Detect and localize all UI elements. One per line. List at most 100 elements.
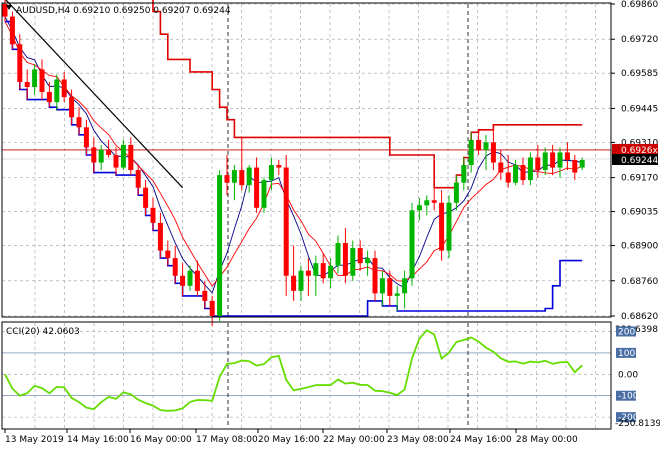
cci-level-tag (616, 390, 636, 401)
candle-body (535, 157, 541, 171)
cci-header-text: CCI(20) 42.0603 (6, 327, 80, 337)
time-tick-label: 23 May 08:00 (387, 435, 449, 445)
candle-body (17, 44, 23, 82)
candle-body (165, 250, 171, 259)
candle (379, 270, 385, 306)
candle (194, 260, 200, 296)
candle (276, 160, 282, 176)
candle-body (439, 202, 445, 251)
candle (416, 197, 422, 221)
candle (157, 212, 163, 259)
candle (387, 270, 393, 306)
candle-body (83, 127, 89, 148)
collapse-triangle-icon[interactable] (6, 5, 12, 10)
candle-body (106, 149, 112, 155)
candle-body (91, 147, 97, 163)
candle-body (172, 258, 178, 276)
channel-lower-line (5, 20, 583, 317)
cci-level-tag (616, 412, 636, 423)
candle (61, 71, 67, 103)
candle (246, 165, 252, 193)
candle-body (120, 144, 126, 168)
candle-body (283, 167, 289, 276)
candle-body (335, 243, 341, 266)
level-price-tag (612, 143, 658, 155)
candle-body (394, 293, 400, 296)
candle (453, 175, 459, 211)
candle (106, 139, 112, 158)
candle (231, 165, 237, 201)
level-price-tag-label: 0.6926x (621, 146, 658, 156)
price-tick-label: 0.69035 (621, 208, 658, 218)
candle (431, 187, 437, 211)
candle-body (365, 258, 371, 264)
candle (17, 34, 23, 90)
candle (498, 149, 504, 181)
time-tick-label: 13 May 2019 (5, 435, 64, 445)
candle-body (328, 265, 334, 279)
candle-body (157, 222, 163, 251)
candle-body (498, 162, 504, 173)
candle-body (143, 187, 149, 208)
candle (291, 245, 297, 301)
candle-body (150, 207, 156, 223)
candle (283, 154, 289, 296)
candle (402, 270, 408, 309)
candle (120, 139, 126, 171)
candle-body (61, 79, 67, 98)
cci-level-label: 100 (618, 349, 635, 359)
cci-line (4, 329, 583, 412)
candle-body (2, 4, 8, 17)
cci-grid (2, 323, 611, 428)
candle-body (24, 82, 30, 88)
cci-zero-label: 0.00 (618, 370, 638, 380)
candle-body (180, 275, 186, 286)
time-tick-label: 22 May 00:00 (323, 435, 385, 445)
candle (209, 295, 215, 327)
candle-body (461, 165, 467, 183)
candle-body (54, 79, 60, 103)
price-tick-label: 0.69310 (621, 138, 658, 148)
candle (305, 258, 311, 296)
candle-body (32, 69, 38, 88)
candle-body (505, 172, 511, 183)
candle-body (231, 170, 237, 183)
time-tick-label: 28 May 00:00 (516, 435, 578, 445)
candle (54, 74, 60, 110)
candle (239, 137, 245, 191)
candle-body (513, 165, 519, 183)
candle-body (298, 270, 304, 291)
candle (150, 197, 156, 231)
candle (409, 202, 415, 286)
candle (69, 89, 75, 125)
candle (24, 69, 30, 100)
candle (357, 240, 363, 271)
candle (564, 142, 570, 171)
candle-body (490, 142, 496, 163)
chart-header: AUDUSD,H4 0.69210 0.69250 0.69207 0.6924… (6, 5, 231, 16)
candle (143, 180, 149, 216)
candle-body (409, 210, 415, 279)
candle-body (291, 275, 297, 291)
price-axis: 0.69860 0.69720 0.69585 0.69445 0.69310 0.691… (611, 0, 658, 322)
candle-body (224, 175, 230, 183)
candle (217, 170, 223, 322)
candle-body (254, 167, 260, 208)
candle-body (39, 69, 45, 93)
candle-body (579, 160, 585, 168)
cci-level-label: -200 (618, 413, 639, 423)
candle-body (69, 97, 75, 118)
price-tick-label: 0.68620 (621, 312, 658, 322)
time-tick-label: 14 May 16:00 (67, 435, 129, 445)
candle-body (572, 160, 578, 173)
chart-header-text: AUDUSD,H4 0.69210 0.69250 0.69207 0.6924… (16, 6, 231, 16)
price-tick-label: 0.69170 (621, 174, 658, 184)
candle (483, 134, 489, 171)
candle-body (217, 175, 223, 316)
price-tick-label: 0.68900 (621, 242, 658, 252)
candle (490, 124, 496, 171)
candle (91, 137, 97, 173)
candle-body (305, 270, 311, 276)
